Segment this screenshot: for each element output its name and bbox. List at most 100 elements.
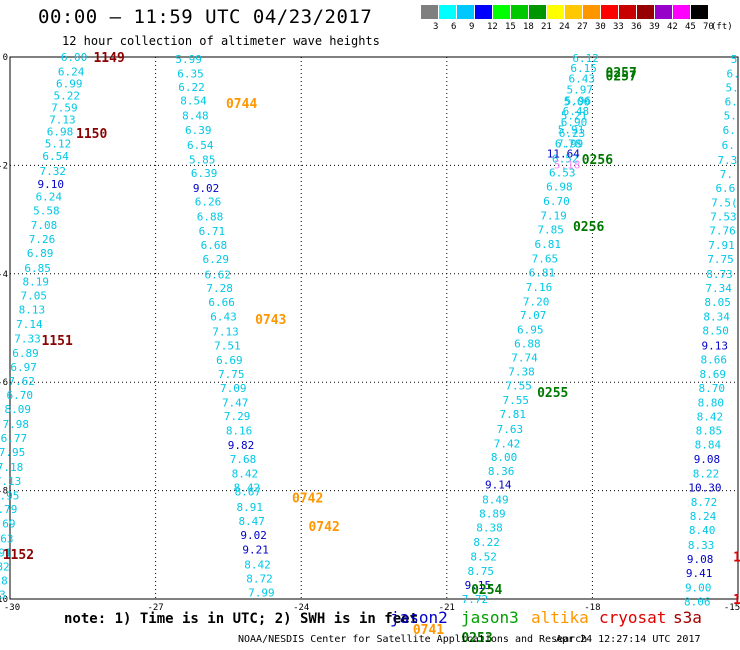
wave-height-value: 7.07 [520, 309, 547, 322]
pass-time-label: 0254 [471, 583, 502, 598]
wave-height-value: 7.91 [0, 546, 12, 559]
wave-height-value: 8.05 [704, 296, 731, 309]
wave-height-value: 6.95 [517, 324, 544, 337]
pass-time-label: 0741 [413, 623, 444, 638]
legend-label: 39 [649, 22, 660, 32]
wave-height-value: 8.66 [700, 353, 727, 366]
plot-frame [9, 56, 739, 600]
footer-note: note: 1) Time is in UTC; 2) SWH is in fe… [64, 611, 419, 627]
x-tick-label: -30 [4, 603, 20, 613]
wave-height-value: 6.66 [208, 296, 235, 309]
wave-height-value: 7.82 [0, 560, 10, 573]
wave-height-value: 5.00 [564, 95, 591, 108]
legend-label: 36 [631, 22, 642, 32]
legend-label: 33 [613, 22, 624, 32]
wave-height-value: 7.79 [0, 503, 17, 516]
wave-height-value: 6.88 [514, 338, 541, 351]
wave-height-value: 6.00 [61, 51, 88, 64]
wave-height-value: 7.55 [502, 394, 529, 407]
wave-height-value: 9.02 [240, 529, 267, 542]
wave-height-value: 7.28 [206, 282, 233, 295]
pass-time-label: 0743 [255, 313, 286, 328]
wave-height-value: 5. [724, 110, 737, 123]
pass-time-label: 0742 [308, 520, 339, 535]
legend-swatch [655, 5, 672, 19]
wave-height-value: 7.99 [248, 586, 275, 599]
wave-height-value: 5.22 [54, 89, 81, 102]
wave-height-value: 6.81 [534, 238, 561, 251]
y-tick-label: -10 [0, 595, 8, 605]
wave-height-value: 8.63 [0, 532, 14, 545]
wave-height-value: 6.43 [210, 311, 237, 324]
pass-time-label: 0744 [226, 97, 257, 112]
y-tick-label: -6 [0, 378, 8, 388]
legend-swatch [457, 5, 474, 19]
wave-height-value: 6.54 [187, 139, 214, 152]
legend-swatch [493, 5, 510, 19]
legend-swatch [583, 5, 600, 19]
wave-height-value: 9.08 [687, 553, 714, 566]
wave-height-value: 7.75 [218, 368, 245, 381]
wave-height-value: 8.47 [238, 515, 265, 528]
wave-height-value: 6.89 [27, 247, 54, 260]
legend-label: 18 [523, 22, 534, 32]
wave-height-value: 6.6 [715, 182, 735, 195]
wave-height-value: 7.08 [31, 219, 58, 232]
y-tick-label: -2 [0, 161, 8, 171]
legend-swatch [637, 5, 654, 19]
wave-height-value: 6.81 [529, 267, 556, 280]
wave-height-value: 7.51 [214, 339, 241, 352]
wave-height-value: 8.73 [706, 268, 733, 281]
pass-time-label: 1149 [93, 51, 124, 66]
wave-height-value: 7.55 [505, 379, 532, 392]
x-tick-label: -27 [147, 603, 163, 613]
legend-label: 21 [541, 22, 552, 32]
wave-height-value: 7.62 [8, 375, 35, 388]
wave-height-value: 5.96 [565, 94, 592, 107]
wave-height-value: 6.98 [546, 181, 573, 194]
wave-height-value: 6.15 [570, 62, 597, 75]
y-tick-label: -8 [0, 487, 8, 497]
credit-line: NOAA/NESDIS Center for Satellite Applica… [238, 634, 588, 645]
wave-height-value: 8.00 [491, 451, 518, 464]
wave-height-value: 7. [720, 168, 733, 181]
satellite-cryosat: cryosat [599, 608, 667, 627]
chart-title: 00:00 – 11:59 UTC 04/23/2017 [38, 6, 373, 28]
wave-height-value: 7.3 [717, 154, 737, 167]
wave-height-value: 8.16 [226, 424, 253, 437]
wave-height-value: 8.33 [688, 539, 715, 552]
wave-height-value: 8.40 [689, 524, 716, 537]
wave-height-value: 6.62 [204, 268, 231, 281]
wave-height-value: 8.72 [246, 572, 273, 585]
wave-height-value: 6. [722, 139, 735, 152]
x-tick-label: -24 [293, 603, 309, 613]
wave-height-value: 7.63 [497, 423, 524, 436]
wave-height-value: 6.24 [36, 190, 63, 203]
legend-label: 15 [505, 22, 516, 32]
wave-height-value: 8.13 [19, 304, 46, 317]
wave-height-value: 5.97 [567, 84, 594, 97]
wave-height-value: 7.14 [16, 318, 43, 331]
x-tick-label: -21 [439, 603, 455, 613]
wave-height-value: 9.14 [485, 479, 512, 492]
wave-height-value: 7.47 [222, 396, 249, 409]
pass-time-label: 11 [733, 551, 740, 566]
wave-height-value: 6.71 [199, 225, 226, 238]
wave-height-value: 8.75 [468, 565, 495, 578]
satellite-s3a: s3a [673, 608, 702, 627]
wave-height-value: 9.21 [242, 544, 269, 557]
wave-height-value: 5.99 [175, 53, 202, 66]
x-tick-label: -15 [724, 603, 740, 613]
wave-height-value: 8.70 [699, 382, 726, 395]
legend-swatch [691, 5, 708, 19]
pass-time-label: 0255 [537, 386, 568, 401]
legend-swatch [619, 5, 636, 19]
wave-height-value: 6.43 [568, 73, 595, 86]
y-tick-label: -4 [0, 270, 8, 280]
wave-height-value: 8.24 [690, 510, 717, 523]
wave-height-value: 10.30 [688, 481, 721, 494]
wave-height-value: 6.35 [177, 67, 204, 80]
legend-swatch [547, 5, 564, 19]
wave-height-value: 7.13 [49, 113, 76, 126]
wave-height-value: 5.21 [561, 110, 588, 123]
